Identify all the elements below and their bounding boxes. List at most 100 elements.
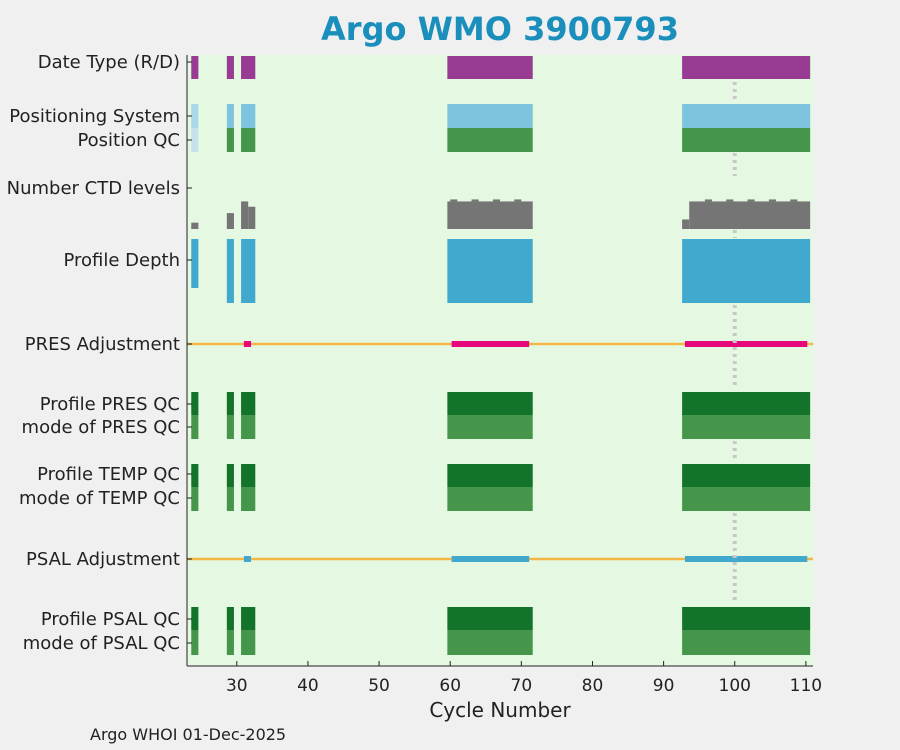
- positioning-system-bar: [241, 104, 256, 128]
- row-label: Profile Depth: [63, 250, 180, 271]
- chart-title: Argo WMO 3900793: [321, 10, 679, 48]
- ctd-levels-bar: [726, 199, 734, 202]
- x-tick-label: 110: [790, 676, 822, 696]
- positioning-system-bar: [226, 104, 234, 128]
- plot-background: [187, 55, 813, 666]
- positioning-system-bar: [191, 104, 199, 128]
- chart-marks: [187, 56, 813, 655]
- pres-adjustment-segment: [684, 341, 808, 347]
- position-qc-bar: [241, 128, 256, 152]
- mode-pres-qc-bar: [226, 415, 234, 439]
- ctd-levels-bar: [747, 199, 755, 202]
- x-tick-label: 100: [719, 676, 751, 696]
- ctd-levels-bar: [450, 199, 458, 202]
- mode-psal-qc-bar: [241, 630, 256, 655]
- position-qc-bar: [682, 128, 811, 152]
- row-label: mode of PSAL QC: [23, 633, 180, 654]
- row-label: Position QC: [77, 130, 180, 151]
- x-axis-label: Cycle Number: [429, 698, 571, 722]
- profile-depth-bar: [682, 239, 811, 303]
- date-type-bar: [191, 56, 199, 79]
- profile-psal-qc-bar: [241, 607, 256, 630]
- mode-temp-qc-bar: [447, 487, 533, 511]
- positioning-system-bar: [682, 104, 811, 128]
- x-tick-label: 80: [582, 676, 604, 696]
- ctd-levels-bar: [514, 199, 522, 202]
- date-type-bar: [226, 56, 234, 79]
- mode-pres-qc-bar: [682, 415, 811, 439]
- positioning-system-bar: [447, 104, 533, 128]
- mode-psal-qc-bar: [682, 630, 811, 655]
- psal-adjustment-segment: [684, 556, 808, 562]
- ctd-levels-bar: [471, 199, 479, 202]
- ctd-levels-bar: [191, 222, 199, 229]
- chart-axes: Date Type (R/D) Positioning System Positio…: [7, 52, 822, 696]
- x-tick-label: 40: [297, 676, 319, 696]
- ctd-levels-bar: [492, 199, 500, 202]
- profile-psal-qc-bar: [682, 607, 811, 630]
- ctd-levels-bar: [704, 199, 712, 202]
- row-label: Number CTD levels: [7, 178, 180, 199]
- position-qc-bar: [191, 128, 199, 152]
- x-tick-label: 70: [511, 676, 533, 696]
- profile-pres-qc-bar: [226, 392, 234, 415]
- x-tick-label: 30: [226, 676, 248, 696]
- x-tick-label: 90: [653, 676, 675, 696]
- position-qc-bar: [226, 128, 234, 152]
- mode-pres-qc-bar: [191, 415, 199, 439]
- profile-pres-qc-bar: [241, 392, 256, 415]
- ctd-levels-bar: [226, 213, 234, 229]
- profile-temp-qc-bar: [191, 464, 199, 487]
- x-tick-label: 60: [439, 676, 461, 696]
- profile-psal-qc-bar: [447, 607, 533, 630]
- row-label: mode of PRES QC: [22, 417, 180, 438]
- mode-temp-qc-bar: [682, 487, 811, 511]
- row-label: PRES Adjustment: [25, 334, 180, 355]
- ctd-levels-bar: [682, 219, 690, 229]
- ctd-levels-bar: [768, 199, 777, 202]
- profile-psal-qc-bar: [191, 607, 199, 630]
- ctd-levels-bar: [790, 199, 798, 202]
- mode-temp-qc-bar: [241, 487, 256, 511]
- profile-pres-qc-bar: [191, 392, 199, 415]
- psal-adjustment-segment: [243, 556, 252, 562]
- position-qc-bar: [447, 128, 533, 152]
- profile-temp-qc-bar: [241, 464, 256, 487]
- ctd-levels-bar: [689, 201, 811, 229]
- row-label: PSAL Adjustment: [26, 549, 180, 570]
- profile-temp-qc-bar: [226, 464, 234, 487]
- profile-depth-bar: [447, 239, 533, 303]
- ctd-levels-bar: [248, 206, 256, 229]
- ctd-levels-bar: [447, 201, 533, 229]
- footer-credit: Argo WHOI 01-Dec-2025: [90, 725, 287, 744]
- profile-pres-qc-bar: [447, 392, 533, 415]
- pres-adjustment-segment: [243, 341, 252, 347]
- date-type-bar: [682, 56, 811, 79]
- mode-pres-qc-bar: [241, 415, 256, 439]
- row-label: mode of TEMP QC: [19, 488, 180, 509]
- row-label: Date Type (R/D): [38, 52, 180, 73]
- mode-psal-qc-bar: [191, 630, 199, 655]
- row-label: Profile TEMP QC: [37, 464, 180, 485]
- profile-depth-bar: [226, 239, 234, 303]
- mode-psal-qc-bar: [226, 630, 234, 655]
- pres-adjustment-segment: [451, 341, 530, 347]
- row-label: Positioning System: [9, 106, 180, 127]
- profile-temp-qc-bar: [447, 464, 533, 487]
- profile-depth-bar: [241, 239, 256, 303]
- x-tick-label: 50: [368, 676, 390, 696]
- date-type-bar: [241, 56, 256, 79]
- ctd-levels-bar: [241, 201, 249, 229]
- profile-depth-bar: [191, 239, 199, 288]
- mode-psal-qc-bar: [447, 630, 533, 655]
- row-label: Profile PSAL QC: [41, 609, 180, 630]
- mode-pres-qc-bar: [447, 415, 533, 439]
- mode-temp-qc-bar: [226, 487, 234, 511]
- profile-temp-qc-bar: [682, 464, 811, 487]
- profile-pres-qc-bar: [682, 392, 811, 415]
- date-type-bar: [447, 56, 533, 79]
- profile-psal-qc-bar: [226, 607, 234, 630]
- psal-adjustment-segment: [451, 556, 530, 562]
- mode-temp-qc-bar: [191, 487, 199, 511]
